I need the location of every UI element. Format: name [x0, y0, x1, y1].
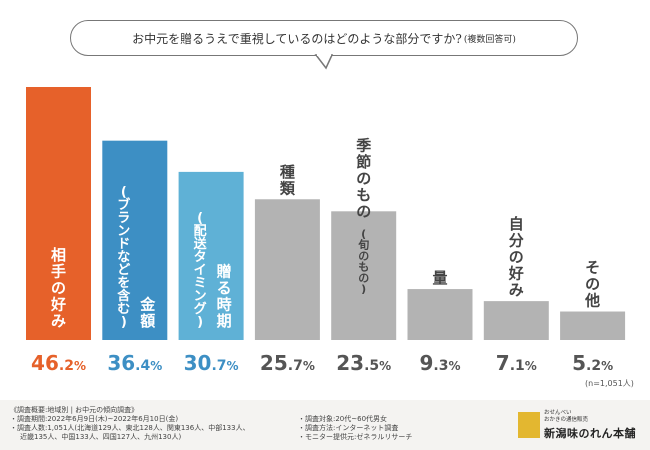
- survey-period: ・調査期間:2022年6月9日(木)~2022年6月10日(金): [10, 415, 179, 423]
- bar-label-6: 量: [432, 269, 447, 287]
- survey-overview: 《調査概要:地域別 | お中元の傾向調査》: [10, 406, 139, 414]
- bar-2: [102, 140, 168, 340]
- bar-4: [254, 199, 320, 340]
- survey-count-line2: 近畿135人、中国133人、四国127人、九州130人): [20, 433, 182, 441]
- survey-count-line1: ・調査人数:1,051人(北海道129人、東北128人、関東136人、中部133…: [10, 424, 250, 432]
- bars-group: [26, 87, 626, 340]
- bar-7: [483, 301, 549, 340]
- bar-labels-group: 相手の好み (ブランドなどを含む) 金額 (配送タイミング) 贈る時期 種類 季節のもの (旬…: [50, 136, 600, 330]
- bar-label-1: 相手の好み: [50, 246, 66, 330]
- value-label-1: 46.2%: [31, 351, 86, 375]
- brand-logo: おせんべい おかきの通信販売 新潟味のれん本舗: [518, 408, 646, 444]
- value-label-7: 7.1%: [496, 351, 537, 375]
- bar-label-3: 贈る時期: [217, 263, 232, 331]
- sample-size: (n=1,051人): [585, 379, 634, 388]
- logo-tagline: おせんべい おかきの通信販売: [544, 410, 588, 424]
- bar-label-paren-2: (ブランドなどを含む): [116, 185, 131, 330]
- bar-label-2: 金額: [139, 296, 156, 331]
- chart-title-main: お中元を贈るうえで重視しているのはどのような部分ですか?: [132, 31, 462, 46]
- bar-label-4: 種類: [279, 163, 296, 198]
- value-labels-group: 46.2% 36.4% 30.7% 25.7% 23.5% 9.3% 7.1% 5.2%: [31, 351, 613, 375]
- bar-1: [26, 87, 91, 340]
- survey-method: ・調査方法:インターネット調査: [298, 424, 399, 432]
- bar-label-paren-5: (旬のもの): [357, 227, 369, 295]
- value-label-4: 25.7%: [260, 351, 315, 375]
- survey-provider: ・モニター提供元:ゼネラルリサーチ: [298, 433, 413, 441]
- bar-8: [560, 311, 626, 340]
- value-label-5: 23.5%: [336, 351, 391, 375]
- bar-5: [331, 211, 397, 340]
- bar-label-7: 自分の好み: [508, 215, 524, 299]
- chart-title-sub: (複数回答可): [463, 34, 516, 45]
- chart-title: お中元を贈るうえで重視しているのはどのような部分ですか? (複数回答可): [70, 20, 578, 56]
- logo-name: 新潟味のれん本舗: [544, 427, 636, 440]
- value-label-8: 5.2%: [572, 351, 613, 375]
- value-label-2: 36.4%: [107, 351, 162, 375]
- bar-label-paren-3: (配送タイミング): [193, 211, 208, 330]
- speech-bubble-tail: [314, 54, 334, 70]
- survey-target: ・調査対象:20代~60代男女: [298, 415, 388, 423]
- footer-band: [0, 400, 650, 450]
- logo-tagline-line1: おせんべい: [544, 410, 572, 416]
- bar-3: [178, 171, 244, 340]
- value-label-6: 9.3%: [419, 351, 460, 375]
- bar-label-5: 季節のもの: [356, 136, 371, 220]
- bar-label-8: その他: [584, 259, 600, 310]
- value-label-3: 30.7%: [184, 351, 239, 375]
- logo-mark-icon: [518, 412, 540, 438]
- bar-6: [407, 289, 473, 340]
- logo-tagline-line2: おかきの通信販売: [544, 417, 589, 423]
